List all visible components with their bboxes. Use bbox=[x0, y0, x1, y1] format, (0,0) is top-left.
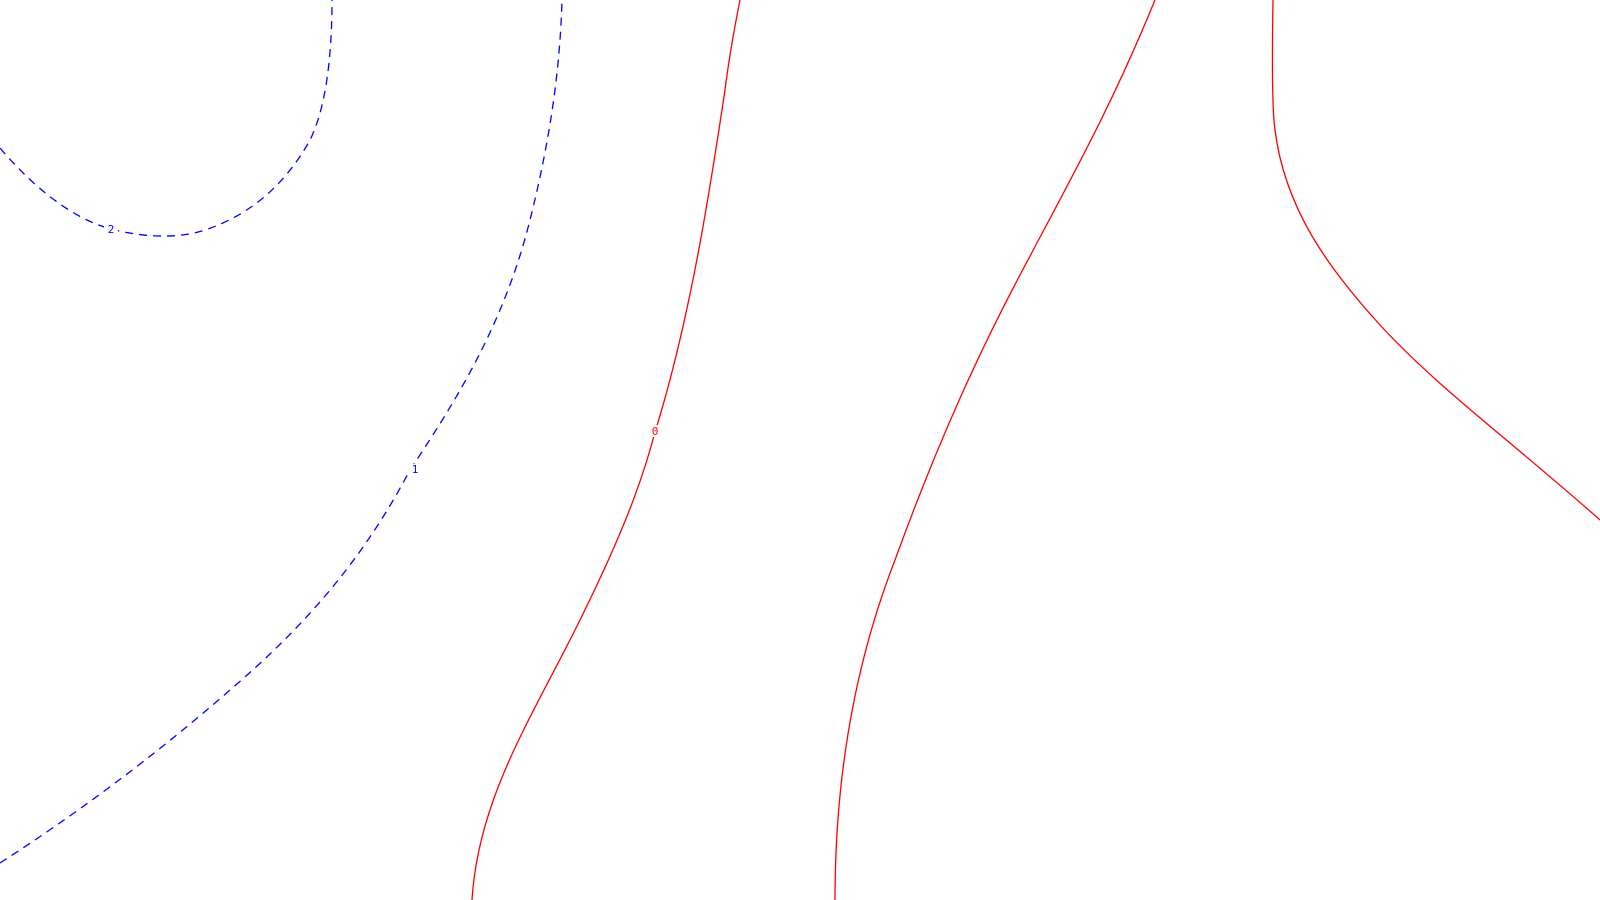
contour-line-2 bbox=[0, 0, 333, 237]
contour-label-0: 0 bbox=[652, 425, 659, 438]
contour-line-1 bbox=[0, 0, 563, 864]
contour-label-bg-0 bbox=[648, 425, 662, 437]
contour-line-0-c bbox=[1271, 0, 1600, 521]
contour-label-2: 2 bbox=[108, 223, 115, 236]
contour-label-bg-1 bbox=[408, 464, 422, 476]
contour-label-1: 1 bbox=[412, 463, 419, 476]
contour-line-0-b bbox=[834, 0, 1156, 900]
contour-line-0-a bbox=[471, 0, 741, 900]
contour-label-bg-2 bbox=[104, 223, 118, 235]
